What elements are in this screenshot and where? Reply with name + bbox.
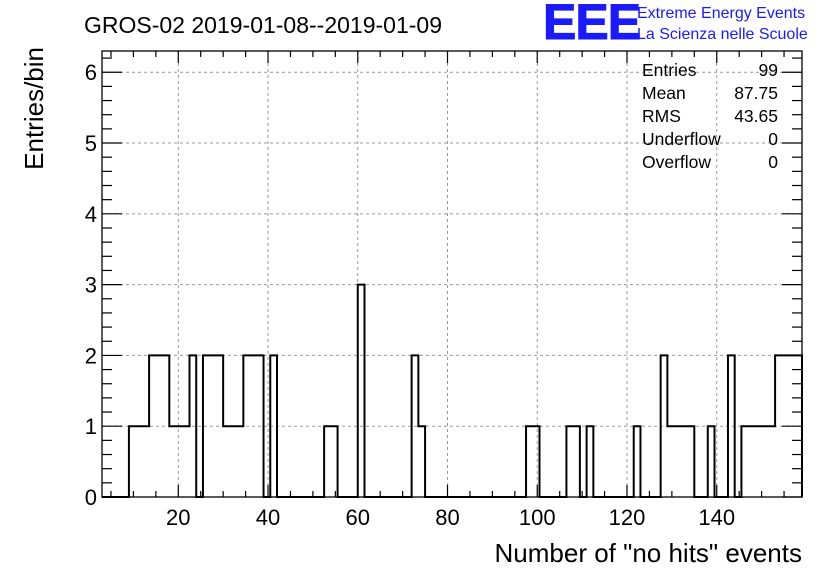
histogram-bin bbox=[250, 355, 257, 497]
histogram-bin bbox=[412, 355, 419, 497]
histogram-bin bbox=[129, 426, 136, 497]
stats-label: Overflow bbox=[642, 152, 711, 172]
histogram-bin bbox=[156, 355, 163, 497]
y-tick-label: 4 bbox=[85, 202, 97, 227]
eee-logo-line2: La Scienza nelle Scuole bbox=[637, 26, 808, 43]
histogram-bin bbox=[634, 426, 641, 497]
histogram-bin bbox=[331, 426, 338, 497]
histogram-bin bbox=[230, 426, 237, 497]
histogram-bin bbox=[223, 426, 230, 497]
y-axis-title: Entries/bin bbox=[19, 47, 49, 170]
histogram-bin bbox=[768, 426, 775, 497]
y-tick-label: 3 bbox=[85, 273, 97, 298]
histogram-bin bbox=[216, 355, 223, 497]
histogram-bin bbox=[688, 426, 695, 497]
stats-value: 0 bbox=[768, 152, 778, 172]
histogram-bin bbox=[533, 426, 540, 497]
x-tick-label: 40 bbox=[256, 505, 280, 530]
histogram-bin bbox=[183, 426, 190, 497]
x-tick-labels: 20 40 60 80 100 120 140 bbox=[166, 505, 735, 530]
eee-logo: EEE Extreme Energy Events La Scienza nel… bbox=[543, 0, 808, 51]
x-tick-label: 120 bbox=[609, 505, 646, 530]
x-axis-title: Number of "no hits" events bbox=[495, 538, 803, 568]
stats-label: Underflow bbox=[642, 129, 721, 149]
histogram-bin bbox=[708, 426, 715, 497]
histogram-bin bbox=[418, 426, 425, 497]
histogram-bin bbox=[257, 355, 264, 497]
eee-logo-mark: EEE bbox=[543, 0, 640, 50]
stats-label: RMS bbox=[642, 106, 681, 126]
histogram-bin bbox=[661, 355, 668, 497]
x-tick-label: 60 bbox=[346, 505, 370, 530]
histogram-bin bbox=[566, 426, 573, 497]
histogram-bin bbox=[358, 285, 365, 497]
histogram-bin bbox=[587, 426, 594, 497]
histogram-bin bbox=[243, 355, 250, 497]
stats-value: 99 bbox=[759, 60, 778, 80]
histogram-bin bbox=[237, 426, 244, 497]
plot-frame bbox=[101, 50, 803, 498]
histogram-bin bbox=[169, 426, 176, 497]
axis-ticks bbox=[102, 51, 802, 498]
histogram-bin bbox=[755, 426, 762, 497]
histogram-bars bbox=[102, 283, 803, 498]
y-tick-labels: 0 1 2 3 4 5 6 bbox=[85, 60, 97, 510]
histogram-bin bbox=[681, 426, 688, 497]
y-tick-label: 5 bbox=[85, 131, 97, 156]
stats-value: 87.75 bbox=[734, 83, 778, 103]
histogram-bin bbox=[741, 426, 748, 497]
histogram-bin bbox=[210, 355, 217, 497]
stats-label: Entries bbox=[642, 60, 697, 80]
histogram-bin bbox=[142, 426, 149, 497]
histogram-bin bbox=[324, 426, 331, 497]
stats-label: Mean bbox=[642, 83, 686, 103]
y-tick-label: 1 bbox=[85, 414, 97, 439]
stats-value: 43.65 bbox=[734, 106, 778, 126]
histogram-bin bbox=[573, 426, 580, 497]
histogram-bin bbox=[190, 355, 197, 497]
y-tick-label: 0 bbox=[85, 485, 97, 510]
histogram-bin bbox=[526, 426, 533, 497]
histogram-bin bbox=[748, 426, 755, 497]
histogram-bin bbox=[667, 426, 674, 497]
y-tick-label: 2 bbox=[85, 343, 97, 368]
histogram-bin bbox=[136, 426, 143, 497]
histogram-bin bbox=[149, 355, 156, 497]
histogram-bin bbox=[728, 355, 735, 497]
x-tick-label: 80 bbox=[435, 505, 459, 530]
x-tick-label: 140 bbox=[698, 505, 735, 530]
stats-box: Entries 99 Mean 87.75 RMS 43.65 Underflow 0 Over… bbox=[642, 60, 778, 172]
histogram-bin bbox=[176, 426, 183, 497]
y-tick-label: 6 bbox=[85, 60, 97, 85]
histogram-bin bbox=[270, 355, 277, 497]
histogram-bin bbox=[762, 426, 769, 497]
histogram-bin bbox=[203, 355, 210, 497]
chart-title: GROS-02 2019-01-08--2019-01-09 bbox=[84, 12, 442, 38]
x-tick-label: 20 bbox=[166, 505, 190, 530]
x-tick-label: 100 bbox=[519, 505, 556, 530]
histogram-bin bbox=[775, 355, 782, 497]
histogram-bin bbox=[163, 355, 170, 497]
stats-value: 0 bbox=[768, 129, 778, 149]
histogram-bin bbox=[674, 426, 681, 497]
eee-logo-line1: Extreme Energy Events bbox=[637, 5, 805, 22]
